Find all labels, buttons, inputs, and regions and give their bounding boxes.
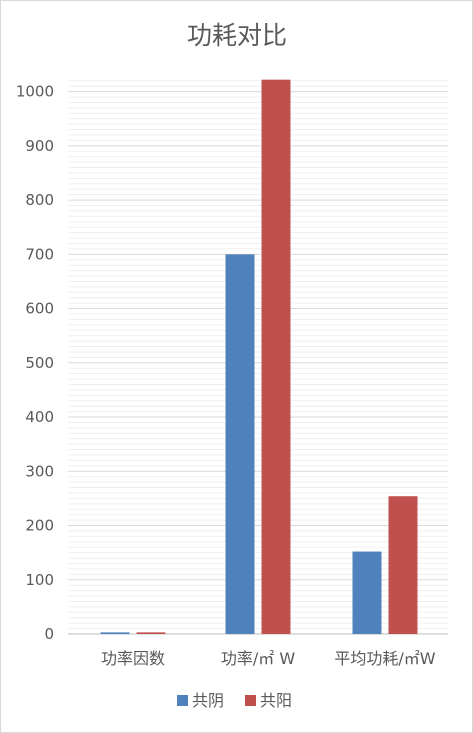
x-category-label: 功率因数 [101,649,165,668]
y-tick-label: 800 [25,191,54,209]
x-category-label: 平均功耗/㎡W [334,649,435,668]
y-tick-label: 500 [25,354,54,372]
y-tick-label: 1000 [16,83,54,101]
x-category-label: 功率/㎡ W [221,649,295,668]
y-tick-label: 300 [25,462,54,480]
gridlines [68,80,448,635]
y-tick-label: 600 [25,300,54,318]
bar-gongyang-0 [136,632,166,634]
bar-gongyang-2 [388,496,418,634]
y-tick-label: 700 [25,245,54,263]
bar-gongyang-1 [261,79,291,635]
legend: 共阴 共阳 [177,691,292,710]
y-tick-label: 0 [44,625,54,643]
y-tick-label: 400 [25,408,54,426]
x-axis-categories: 功率因数 功率/㎡ W 平均功耗/㎡W [101,649,436,668]
y-tick-label: 200 [25,517,54,535]
legend-label: 共阳 [260,691,292,710]
legend-swatch [245,695,256,706]
bars [100,79,418,635]
y-axis-ticks: 0 100 200 300 400 500 600 700 800 900 1000 [16,83,54,643]
bar-gongyin-2 [352,551,382,634]
bar-gongyin-1 [225,254,255,634]
y-tick-label: 900 [25,137,54,155]
y-tick-label: 100 [25,571,54,589]
legend-swatch [177,695,188,706]
legend-label: 共阴 [192,691,224,710]
bar-gongyin-0 [100,632,130,634]
chart-title: 功耗对比 [187,21,287,50]
